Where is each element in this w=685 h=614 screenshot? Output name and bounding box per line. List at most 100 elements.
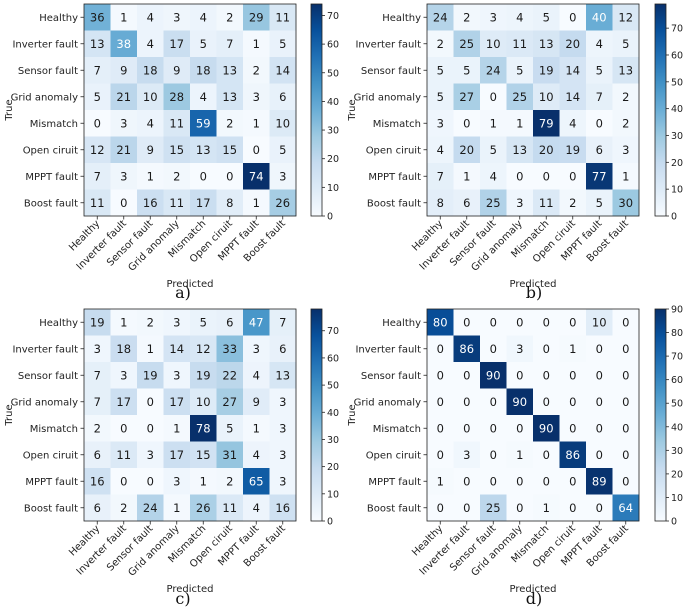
- cell-r6-c5: [216, 163, 244, 190]
- cell-value-r0-c5: 6: [226, 315, 233, 329]
- colorbar-tick-label-60: 60: [327, 40, 339, 51]
- y-tick-label-mismatch: Mismatch: [30, 119, 78, 130]
- cell-r0-c6: [586, 4, 613, 31]
- cell-r6-c1: [110, 163, 138, 190]
- cell-value-r2-c5: 13: [222, 63, 237, 77]
- cell-value-r5-c3: 15: [169, 143, 184, 157]
- cell-r5-c4: [533, 136, 560, 164]
- colorbar-tick-label-70: 70: [671, 352, 683, 363]
- cell-value-r2-c5: 22: [222, 368, 237, 382]
- cell-value-r7-c7: 64: [618, 501, 633, 515]
- colorbar-tick-label-0: 0: [327, 517, 333, 528]
- cell-value-r4-c1: 0: [463, 116, 470, 130]
- cell-r5-c6: [243, 136, 270, 164]
- y-tick-label-open-ciruit: Open ciruit: [366, 450, 421, 461]
- cell-r6-c1: [453, 468, 481, 495]
- cell-value-r4-c1: 0: [463, 421, 470, 435]
- cell-r0-c5: [216, 4, 244, 31]
- cell-r5-c2: [480, 441, 507, 469]
- colorbar-tick-label-40: 40: [327, 408, 339, 419]
- cell-value-r6-c4: 0: [543, 474, 550, 488]
- y-tick-label-healthy: Healthy: [382, 318, 421, 329]
- colorbar: [310, 3, 323, 217]
- cell-value-r0-c7: 11: [275, 10, 290, 24]
- y-tick-label-boost-fault: Boost fault: [367, 198, 421, 209]
- cell-r7-c3: [163, 494, 191, 522]
- cell-r4-c5: [216, 415, 244, 442]
- y-tick-label-sensor-fault: Sensor fault: [18, 66, 78, 77]
- cell-r6-c5: [559, 468, 587, 495]
- cell-r6-c3: [163, 468, 191, 495]
- cell-r3-c6: [586, 83, 613, 111]
- cell-value-r6-c0: 7: [437, 169, 444, 183]
- colorbar-tick-label-90: 90: [671, 305, 683, 316]
- cell-r0-c5: [559, 4, 587, 31]
- cell-value-r2-c2: 90: [486, 368, 501, 382]
- cell-value-r3-c1: 27: [459, 90, 474, 104]
- cell-r2-c4: [533, 362, 560, 389]
- cell-r3-c0: [427, 388, 454, 416]
- cell-value-r4-c7: 0: [622, 421, 629, 435]
- cell-r5-c1: [453, 136, 481, 164]
- colorbar-tick-label-60: 60: [671, 50, 683, 61]
- cell-value-r4-c6: 1: [253, 421, 260, 435]
- cell-value-r4-c4: 78: [196, 421, 211, 435]
- cell-r3-c7: [612, 83, 640, 111]
- cell-r3-c2: [137, 83, 164, 111]
- y-tick-label-boost-fault: Boost fault: [24, 503, 78, 514]
- cell-value-r5-c1: 21: [116, 143, 131, 157]
- cell-value-r7-c4: 17: [196, 196, 211, 210]
- cell-value-r0-c0: 36: [90, 10, 105, 24]
- cell-r4-c6: [243, 110, 270, 137]
- cell-r5-c5: [559, 136, 587, 164]
- cell-r0-c3: [506, 4, 534, 31]
- cell-r3-c3: [506, 83, 534, 111]
- cell-value-r7-c5: 8: [226, 196, 233, 210]
- cell-r4-c5: [559, 110, 587, 137]
- cell-value-r2-c1: 5: [463, 63, 470, 77]
- cell-r7-c2: [137, 189, 164, 217]
- cell-value-r5-c2: 5: [490, 143, 497, 157]
- cell-r0-c3: [163, 4, 191, 31]
- cell-value-r4-c3: 1: [516, 116, 523, 130]
- cell-r5-c3: [506, 441, 534, 469]
- cell-value-r1-c6: 0: [596, 342, 603, 356]
- cell-r1-c6: [586, 30, 613, 58]
- x-axis-title: Predicted: [510, 279, 557, 290]
- cell-r1-c0: [84, 335, 111, 363]
- cell-value-r2-c7: 14: [275, 63, 290, 77]
- cell-r4-c6: [243, 415, 270, 442]
- cell-value-r7-c4: 11: [539, 196, 554, 210]
- cell-value-r3-c2: 10: [143, 90, 158, 104]
- cell-r5-c2: [137, 136, 164, 164]
- y-tick-label-healthy: Healthy: [39, 318, 78, 329]
- cell-value-r2-c7: 13: [275, 368, 290, 382]
- cell-r5-c4: [190, 136, 217, 164]
- cell-r4-c1: [453, 415, 481, 442]
- cell-value-r7-c2: 25: [486, 501, 501, 515]
- cell-value-r4-c5: 4: [569, 116, 576, 130]
- x-axis-title: Predicted: [167, 279, 214, 290]
- cell-r0-c1: [110, 4, 138, 31]
- cell-r0-c1: [453, 4, 481, 31]
- cell-r3-c5: [559, 83, 587, 111]
- cell-value-r4-c6: 0: [596, 421, 603, 435]
- cell-value-r5-c2: 3: [147, 448, 154, 462]
- cell-r5-c3: [163, 136, 191, 164]
- cell-value-r5-c1: 3: [463, 448, 470, 462]
- cell-value-r2-c3: 3: [173, 368, 180, 382]
- cell-value-r7-c5: 11: [222, 501, 237, 515]
- colorbar-tick-label-10: 10: [327, 183, 339, 194]
- cell-r4-c1: [453, 110, 481, 137]
- cell-r1-c7: [612, 30, 640, 58]
- y-tick-label-healthy: Healthy: [382, 13, 421, 24]
- cell-value-r3-c4: 10: [539, 90, 554, 104]
- cell-r2-c6: [586, 57, 613, 84]
- cell-r3-c1: [453, 388, 481, 416]
- cell-value-r2-c5: 14: [565, 63, 580, 77]
- cell-value-r3-c7: 0: [622, 395, 629, 409]
- cell-value-r7-c7: 30: [618, 196, 633, 210]
- cell-r5-c0: [84, 136, 111, 164]
- cell-r7-c4: [190, 494, 217, 522]
